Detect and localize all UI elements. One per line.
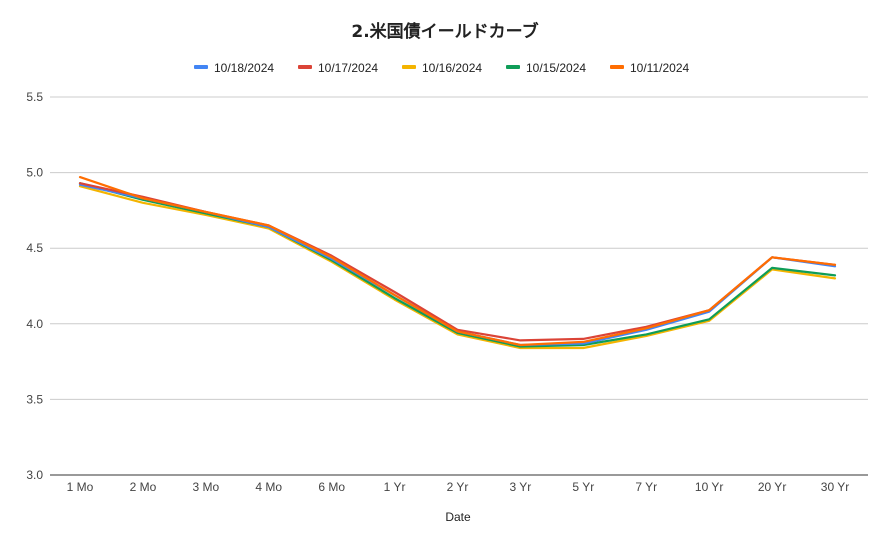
x-tick-label: 30 Yr: [821, 480, 849, 494]
series-line: [78, 182, 837, 342]
x-tick-label: 3 Yr: [510, 480, 532, 494]
legend-swatch: [506, 65, 520, 69]
legend-label: 10/16/2024: [422, 61, 482, 75]
x-tick-label: 2 Mo: [130, 480, 157, 494]
legend-swatch: [610, 65, 624, 69]
legend-swatch: [298, 65, 312, 69]
legend: 10/18/2024 10/17/2024 10/16/2024 10/15/2024…: [194, 61, 689, 75]
legend-item[interactable]: 10/15/2024: [506, 61, 586, 75]
y-tick-label: 5.0: [26, 166, 43, 180]
x-tick-label: 10 Yr: [695, 480, 723, 494]
legend-label: 10/17/2024: [318, 61, 378, 75]
y-tick-label: 4.5: [26, 241, 43, 255]
series-line: [78, 176, 837, 347]
x-tick-label: 7 Yr: [635, 480, 657, 494]
legend-swatch: [194, 65, 208, 69]
y-tick-label: 3.0: [26, 468, 43, 482]
legend-item[interactable]: 10/17/2024: [298, 61, 378, 75]
series-line: [78, 185, 837, 350]
y-axis-ticks: 3.0 3.5 4.0 4.5 5.0 5.5: [26, 90, 43, 482]
y-tick-label: 3.5: [26, 392, 43, 406]
x-tick-label: 6 Mo: [318, 480, 345, 494]
x-axis-ticks: 1 Mo 2 Mo 3 Mo 4 Mo 6 Mo 1 Yr 2 Yr 3 Yr 5 Yr 7 Yr…: [67, 480, 850, 494]
x-tick-label: 1 Mo: [67, 480, 94, 494]
x-tick-label: 2 Yr: [447, 480, 469, 494]
x-tick-label: 1 Yr: [384, 480, 406, 494]
series-line: [78, 182, 837, 348]
y-tick-label: 5.5: [26, 90, 43, 104]
legend-item[interactable]: 10/16/2024: [402, 61, 482, 75]
y-tick-label: 4.0: [26, 317, 43, 331]
x-axis-title: Date: [445, 510, 471, 524]
grid-lines: [50, 96, 868, 476]
legend-item[interactable]: 10/18/2024: [194, 61, 274, 75]
legend-swatch: [402, 65, 416, 69]
x-tick-label: 20 Yr: [758, 480, 786, 494]
x-tick-label: 5 Yr: [572, 480, 594, 494]
legend-item[interactable]: 10/11/2024: [610, 61, 689, 75]
chart-title: 2.米国債イールドカーブ: [351, 21, 538, 42]
x-tick-label: 4 Mo: [255, 480, 282, 494]
legend-label: 10/18/2024: [214, 61, 274, 75]
series-lines: [78, 176, 837, 350]
legend-label: 10/15/2024: [526, 61, 586, 75]
x-tick-label: 3 Mo: [192, 480, 219, 494]
legend-label: 10/11/2024: [630, 61, 689, 75]
